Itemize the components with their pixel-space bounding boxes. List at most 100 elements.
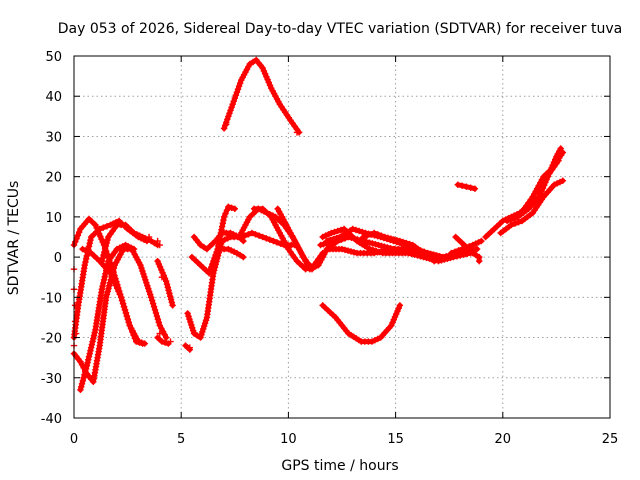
- data-point-isolated: [156, 330, 163, 337]
- data-point: [152, 309, 160, 317]
- data-point: [162, 334, 170, 341]
- data-point: [472, 251, 480, 259]
- data-point: [511, 212, 518, 219]
- data-point: [125, 319, 132, 326]
- data-point: [222, 210, 229, 217]
- data-point: [104, 236, 111, 244]
- data-point: [381, 243, 388, 250]
- data-point: [263, 209, 271, 217]
- data-point: [201, 319, 209, 327]
- data-point: [111, 279, 118, 286]
- data-point: [453, 253, 461, 260]
- data-point: [406, 240, 413, 248]
- data-point: [469, 249, 476, 257]
- data-point: [391, 313, 399, 321]
- data-point: [460, 251, 467, 258]
- data-point: [259, 233, 266, 241]
- data-point: [378, 242, 385, 250]
- data-point: [110, 264, 118, 272]
- data-point: [213, 248, 220, 256]
- data-point: [235, 233, 243, 241]
- data-point: [154, 257, 161, 265]
- data-point: [261, 70, 269, 78]
- data-point: [153, 312, 161, 320]
- data-point: [246, 60, 254, 68]
- data-point: [348, 234, 355, 242]
- data-point: [396, 237, 404, 245]
- data-point: [103, 291, 111, 298]
- data-point: [146, 288, 153, 295]
- data-point: [122, 241, 129, 249]
- data-point: [366, 239, 373, 246]
- data-point: [231, 95, 238, 102]
- data-point: [84, 359, 91, 366]
- data-point: [79, 245, 86, 253]
- data-point: [224, 235, 231, 242]
- data-point: [408, 250, 415, 258]
- x-tick-label: 10: [280, 432, 297, 447]
- data-point: [270, 237, 277, 245]
- data-point: [140, 270, 147, 278]
- data-point: [103, 223, 111, 230]
- data-point: [150, 303, 158, 310]
- data-point: [258, 206, 265, 214]
- data-point: [350, 249, 358, 256]
- data-point: [223, 206, 231, 214]
- data-point: [185, 313, 192, 320]
- data-point: [347, 248, 355, 255]
- data-point: [101, 273, 108, 280]
- data-point: [405, 249, 412, 257]
- data-point: [381, 233, 389, 241]
- data-point: [322, 232, 329, 239]
- data-point: [224, 116, 231, 123]
- data-point: [263, 235, 270, 242]
- data-point: [232, 92, 240, 99]
- data-point: [478, 237, 485, 245]
- data-point: [448, 249, 455, 257]
- data-point: [393, 237, 401, 244]
- data-point: [559, 177, 567, 184]
- data-point: [105, 285, 112, 292]
- data-point: [393, 246, 400, 254]
- data-point: [396, 247, 403, 254]
- data-point: [464, 250, 471, 258]
- data-point: [469, 241, 476, 249]
- data-point: [167, 293, 174, 300]
- data-point: [374, 231, 381, 238]
- y-tick-label: 30: [45, 130, 62, 145]
- data-point: [411, 251, 418, 258]
- data-point: [87, 236, 94, 244]
- data-point: [252, 231, 259, 238]
- data-point: [139, 340, 146, 347]
- data-point: [154, 334, 161, 341]
- data-point: [189, 327, 197, 334]
- data-point: [260, 67, 268, 75]
- data-point: [138, 264, 145, 272]
- data-point: [226, 110, 233, 117]
- data-point: [89, 338, 96, 345]
- data-point: [103, 239, 110, 247]
- data-point: [508, 213, 515, 221]
- data-point: [142, 235, 149, 242]
- data-point: [100, 224, 107, 231]
- data-point: [427, 250, 434, 258]
- data-point: [132, 338, 140, 345]
- data-point: [113, 285, 121, 292]
- axis-ticks: [73, 55, 611, 419]
- data-point: [225, 203, 232, 211]
- data-point: [163, 281, 171, 288]
- data-point: [333, 234, 340, 242]
- data-point: [101, 248, 108, 256]
- data-point: [151, 306, 159, 314]
- data-point: [85, 353, 93, 360]
- data-point: [338, 245, 346, 253]
- y-tick-label: -20: [41, 332, 62, 347]
- data-point: [341, 246, 349, 254]
- data-point: [164, 284, 171, 291]
- data-point: [116, 291, 124, 298]
- data-point: [344, 247, 352, 254]
- data-point: [375, 241, 382, 249]
- data-point: [86, 240, 93, 247]
- y-tick-label: 40: [45, 90, 62, 105]
